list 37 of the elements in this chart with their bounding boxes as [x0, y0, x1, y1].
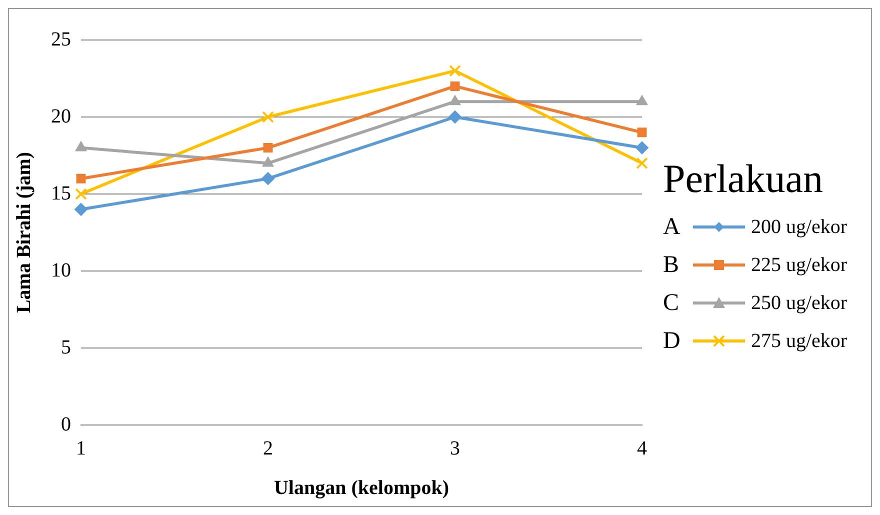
text: A [663, 214, 682, 240]
point [262, 172, 274, 186]
legend-title: Perlakuan [663, 155, 824, 202]
y-tick-label: 10 [51, 259, 71, 282]
x-tick-label: 1 [76, 437, 86, 460]
legend-label: 225 ug/ekor [751, 254, 848, 276]
point [262, 156, 274, 167]
point [636, 157, 648, 170]
y-tick-label: 20 [51, 105, 71, 128]
y-tick-label: 25 [51, 28, 71, 50]
y-tick-label: 5 [61, 336, 71, 358]
text: B [663, 252, 680, 278]
x-tick-label: 2 [263, 437, 273, 460]
point [263, 143, 273, 153]
y-tick-label: 15 [51, 182, 71, 204]
point [449, 64, 461, 77]
legend-label: 250 ug/ekor [751, 292, 848, 314]
legend-label: 200 ug/ekor [751, 216, 848, 238]
point [74, 202, 88, 216]
point [636, 141, 648, 154]
x-tick-label: 4 [637, 437, 647, 460]
point [448, 110, 462, 124]
text: D [663, 328, 682, 354]
point [75, 141, 87, 152]
point [637, 128, 647, 138]
y-tick-label: 0 [61, 413, 71, 436]
legend-label: 275 ug/ekor [751, 330, 848, 352]
x-tick-label: 3 [450, 437, 460, 460]
point [75, 188, 87, 200]
x-axis-title: Ulangan (kelompok) [274, 477, 450, 500]
point [636, 95, 648, 106]
point [262, 111, 274, 123]
point [449, 95, 461, 106]
point [450, 81, 460, 91]
text: C [663, 290, 680, 316]
point [76, 174, 86, 184]
y-axis-title: Lama Birahi (jam) [13, 152, 36, 314]
